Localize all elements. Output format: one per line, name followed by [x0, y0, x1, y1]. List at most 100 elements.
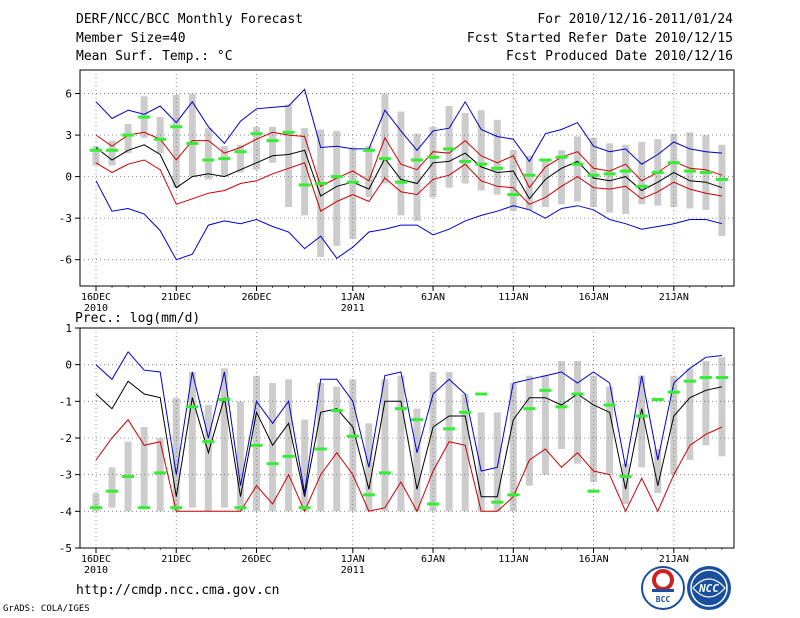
prec-xtick-label: 26DEC — [241, 554, 271, 565]
prec-obs-marker — [330, 409, 343, 412]
prec-obs-marker — [154, 471, 167, 475]
prec-spread-bar — [413, 408, 421, 512]
prec-xtick-label: 11JAN — [498, 554, 528, 565]
prec-xtick-label: 16DEC — [81, 554, 111, 565]
prec-series-min-line — [95, 418, 723, 513]
prec-spread-bar — [718, 357, 726, 457]
temp-obs-marker — [603, 172, 616, 176]
temp-series-max-line — [95, 88, 723, 165]
temp-spread-bar — [509, 150, 517, 212]
prec-obs-marker — [523, 407, 536, 411]
forecast-period: For 2010/12/16-2011/01/24 — [537, 12, 733, 27]
temp-obs-marker — [571, 162, 584, 166]
temp-obs-marker — [491, 166, 504, 170]
temp-series-min-line — [95, 180, 723, 261]
temp-obs-marker — [314, 182, 327, 186]
temp-spread-bar — [541, 158, 549, 208]
prec-series-max-line — [95, 350, 723, 494]
temp-obs-marker — [699, 170, 712, 174]
chart-title: DERF/NCC/BCC Monthly Forecast — [76, 12, 303, 27]
prec-spread-bar — [509, 383, 517, 512]
temp-obs-marker — [218, 157, 231, 161]
temp-spread-bar — [204, 128, 212, 180]
prec-ytick-label: -5 — [59, 542, 72, 555]
prec-spread-bar — [525, 375, 533, 486]
prec-spread-bar — [140, 427, 148, 508]
forecast-start-date: Fcst Started Refer Date 2010/12/15 — [466, 31, 733, 46]
temp-obs-marker — [555, 155, 568, 159]
temp-spread-bar — [590, 137, 598, 208]
temp-spread-bar — [525, 155, 533, 210]
temp-spread-bar — [333, 130, 341, 246]
temp-spread-bar — [574, 136, 581, 202]
temp-plot-frame — [79, 69, 735, 287]
temp-obs-marker — [427, 155, 440, 159]
prec-obs-marker — [443, 427, 456, 431]
prec-series-mean-line — [95, 380, 723, 498]
temp-xtick-label: 21DEC — [161, 292, 191, 303]
bcc-logo-text: BCC — [656, 595, 671, 604]
prec-obs-marker — [106, 489, 119, 493]
temp-spread-bar — [108, 140, 116, 166]
temp-obs-marker — [667, 161, 680, 165]
temp-spread-bar — [445, 106, 453, 188]
temp-obs-marker — [250, 132, 263, 136]
prec-obs-marker — [90, 506, 102, 510]
source-url[interactable]: http://cmdp.ncc.cma.gov.cn — [76, 583, 280, 598]
prec-ytick-label: 1 — [65, 322, 72, 335]
prec-spread-bar — [349, 379, 357, 512]
prec-spread-bar — [397, 375, 405, 512]
temp-obs-marker — [378, 157, 391, 161]
prec-spread-bar — [493, 412, 501, 512]
prec-spread-bar — [92, 493, 100, 512]
prec-spread-bar — [285, 379, 293, 512]
prec-ytick-label: -4 — [59, 505, 73, 518]
prec-xtick-label: 1JAN — [341, 554, 365, 565]
temp-obs-marker — [683, 169, 696, 173]
temp-ytick-label: 3 — [65, 129, 72, 142]
temp-obs-marker — [587, 173, 600, 177]
prec-obs-marker — [571, 392, 584, 396]
temp-obs-marker — [330, 175, 343, 179]
temp-spread-bar — [301, 128, 309, 216]
prec-obs-marker — [282, 454, 295, 458]
prec-ytick-label: -3 — [59, 469, 72, 482]
prec-obs-marker — [411, 418, 423, 422]
temp-ytick-label: 0 — [65, 171, 72, 184]
prec-spread-bar — [269, 383, 277, 512]
temp-obs-marker — [154, 137, 167, 141]
temp-series-mean-line — [95, 144, 723, 200]
temp-obs-marker — [202, 158, 215, 162]
prec-spread-bar — [541, 375, 549, 475]
temp-obs-marker — [282, 130, 295, 134]
prec-spread-bar — [702, 361, 710, 446]
temp-obs-marker — [539, 158, 552, 162]
temp-obs-marker — [651, 170, 664, 174]
prec-spread-bar — [670, 375, 678, 475]
temp-spread-bar — [365, 146, 373, 198]
prec-spread-bar — [461, 394, 469, 512]
temp-xtick-label: 16DEC — [81, 292, 111, 303]
temp-obs-marker — [138, 115, 151, 119]
prec-obs-marker — [459, 410, 472, 414]
ncc-logo-text: NCC — [698, 582, 719, 595]
prec-obs-marker — [266, 462, 279, 466]
temp-xtick-year: 2011 — [341, 303, 365, 314]
prec-xtick-label: 6JAN — [421, 554, 445, 565]
temp-spread-bar — [461, 112, 469, 184]
prec-xtick-label: 21JAN — [659, 554, 689, 565]
temp-obs-marker — [475, 162, 488, 166]
prec-ytick-label: -2 — [59, 432, 72, 445]
variable-label: Mean Surf. Temp.: °C — [76, 49, 233, 64]
prec-obs-marker — [507, 493, 520, 497]
temp-spread-bar — [253, 126, 260, 170]
temp-obs-marker — [362, 148, 375, 152]
prec-xtick-year: 2010 — [84, 565, 108, 576]
prec-spread-bar — [654, 449, 662, 493]
prec-obs-marker — [202, 440, 215, 444]
temp-xtick-label: 11JAN — [498, 292, 528, 303]
temp-obs-marker — [122, 133, 135, 137]
member-size-label: Member Size=40 — [76, 31, 186, 46]
temp-spread-bar — [124, 124, 132, 154]
bcc-logo: BCC — [641, 566, 685, 610]
